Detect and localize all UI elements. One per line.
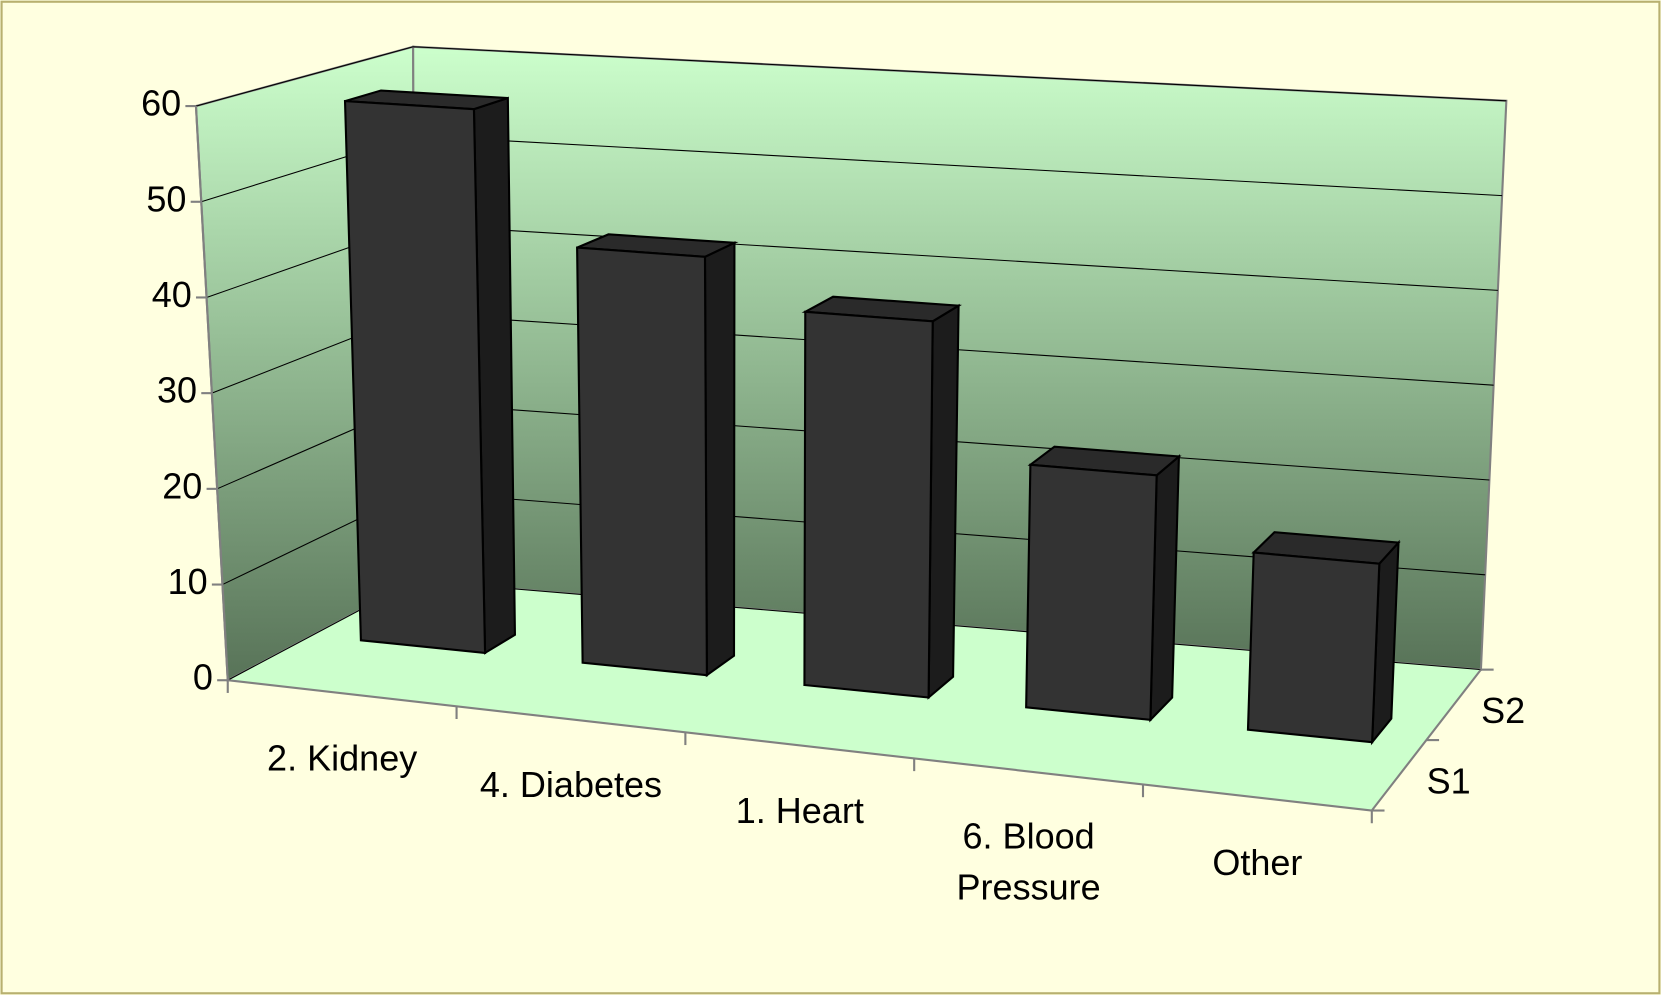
bar bbox=[343, 89, 516, 655]
x-tick-label: Other bbox=[1212, 843, 1303, 884]
floor bbox=[227, 580, 1481, 811]
plot-marks bbox=[343, 89, 1401, 746]
x-label-box: 1. Heart bbox=[735, 790, 864, 832]
y-tick-label: 20 bbox=[162, 465, 202, 506]
y-tick-label: 60 bbox=[141, 83, 181, 124]
y-tick-label: 30 bbox=[157, 370, 197, 411]
y-tick-label: 0 bbox=[193, 657, 213, 698]
x-label-box: Other bbox=[1212, 843, 1303, 884]
bar bbox=[801, 295, 962, 700]
bar bbox=[576, 233, 739, 678]
y-axis bbox=[194, 106, 229, 681]
x-label-box: 6. Blood Pressure bbox=[956, 816, 1101, 909]
bar-front bbox=[576, 246, 708, 677]
bar-front bbox=[803, 310, 934, 699]
x-axis bbox=[227, 679, 1372, 812]
y-tick-label: 40 bbox=[152, 274, 192, 315]
bar-side bbox=[703, 241, 736, 678]
x-tick-label: 4. Diabetes bbox=[479, 764, 663, 806]
x-label-box: 4. Diabetes bbox=[479, 764, 663, 806]
y-tick-label: 50 bbox=[146, 178, 186, 219]
grid-line bbox=[195, 46, 1507, 107]
x-tick-label: 6. Blood Pressure bbox=[956, 816, 1101, 909]
bar bbox=[1246, 531, 1401, 746]
bar-front bbox=[1246, 551, 1381, 744]
x-tick-label: 1. Heart bbox=[735, 790, 864, 832]
x-tick-label: 2. Kidney bbox=[267, 738, 418, 780]
bar-front bbox=[343, 99, 487, 655]
depth-label: S2 bbox=[1481, 690, 1525, 731]
x-label-box: 2. Kidney bbox=[267, 738, 418, 780]
bar-front bbox=[1025, 463, 1158, 722]
depth-label: S1 bbox=[1427, 760, 1471, 801]
y-tick-label: 10 bbox=[168, 561, 208, 602]
bar bbox=[1025, 445, 1182, 723]
